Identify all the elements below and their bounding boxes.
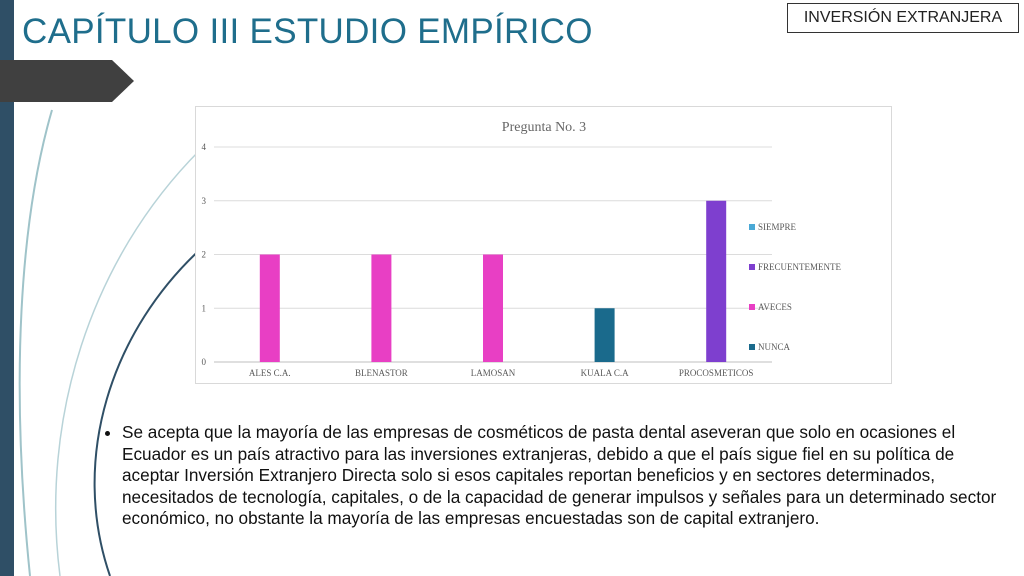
left-accent-bar <box>0 0 14 576</box>
bar-frecuentemente <box>706 200 727 362</box>
chart-title: Pregunta No. 3 <box>502 120 586 135</box>
y-tick-label: 0 <box>202 357 207 367</box>
y-tick-label: 1 <box>202 303 207 313</box>
y-tick-label: 2 <box>202 250 207 260</box>
bar-aveces <box>371 254 392 362</box>
legend-swatch <box>749 344 755 350</box>
x-tick-label: ALES C.A. <box>249 368 291 378</box>
bullet-item: Se acepta que la mayoría de las empresas… <box>122 422 1008 530</box>
slide-title: CAPÍTULO III ESTUDIO EMPÍRICO <box>22 12 593 51</box>
y-tick-label: 3 <box>202 196 207 206</box>
x-tick-label: PROCOSMETICOS <box>679 368 754 378</box>
legend-label: FRECUENTEMENTE <box>758 262 841 272</box>
x-tick-label: LAMOSAN <box>471 368 516 378</box>
title-arrow-tab <box>0 60 134 102</box>
body-text: Se acepta que la mayoría de las empresas… <box>100 422 1008 530</box>
legend-label: NUNCA <box>758 342 791 352</box>
legend-swatch <box>749 224 755 230</box>
legend-label: SIEMPRE <box>758 222 797 232</box>
section-badge: INVERSIÓN EXTRANJERA <box>787 3 1019 33</box>
chart-svg: Pregunta No. 3 0 1 2 3 4 ALES C.A. BLENASTOR LAM… <box>202 120 842 378</box>
bullet-list: Se acepta que la mayoría de las empresas… <box>100 422 1008 530</box>
legend-swatch <box>749 304 755 310</box>
bar-aveces <box>483 254 503 362</box>
y-tick-label: 4 <box>202 142 207 152</box>
legend-label: AVECES <box>758 302 792 312</box>
bar-aveces <box>259 254 280 362</box>
bar-nunca <box>594 308 615 362</box>
legend-swatch <box>749 264 755 270</box>
x-tick-label: BLENASTOR <box>355 368 408 378</box>
x-tick-label: KUALA C.A <box>581 368 630 378</box>
bar-chart: Pregunta No. 3 0 1 2 3 4 ALES C.A. BLENASTOR LAM… <box>195 106 892 384</box>
